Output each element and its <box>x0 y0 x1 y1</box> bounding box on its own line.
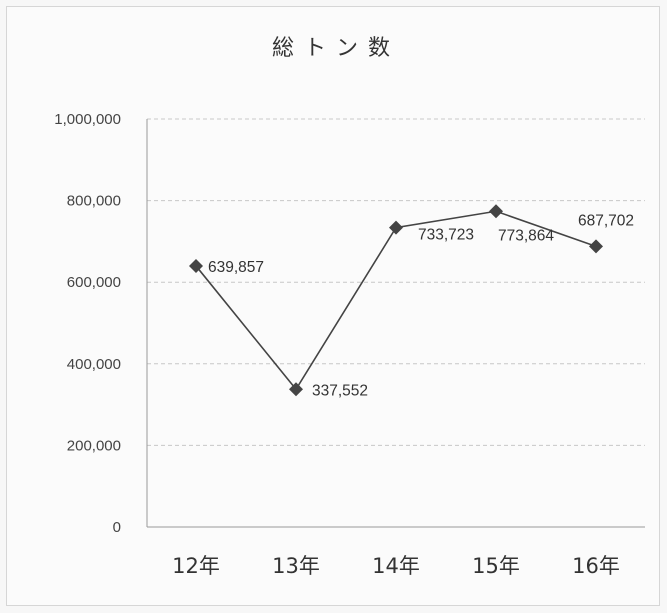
chart-title: 総トン数 <box>272 36 400 61</box>
data-point-marker <box>489 204 503 219</box>
data-label: 733,723 <box>418 227 474 244</box>
axes <box>146 119 645 528</box>
data-labels: 639,857 337,552 733,723 773,864 687,702 <box>208 212 634 399</box>
x-tick-label: 12年 <box>172 554 220 578</box>
data-label: 773,864 <box>498 227 554 244</box>
x-tick-label: 14年 <box>372 554 420 578</box>
y-tick-label: 600,000 <box>67 274 121 291</box>
data-label: 639,857 <box>208 259 264 276</box>
y-tick-labels: 0 200,000 400,000 600,000 800,000 1,000,000 <box>54 111 121 536</box>
y-tick-label: 0 <box>113 519 121 536</box>
x-tick-label: 16年 <box>572 554 620 578</box>
data-point-marker <box>289 382 303 397</box>
series-markers <box>189 204 603 397</box>
data-point-marker <box>589 239 603 254</box>
y-tick-label: 1,000,000 <box>54 111 121 128</box>
x-tick-label: 15年 <box>472 554 520 578</box>
y-tick-label: 400,000 <box>67 356 121 373</box>
y-tick-label: 800,000 <box>67 193 121 210</box>
y-tick-label: 200,000 <box>67 437 121 454</box>
x-tick-label: 13年 <box>272 554 320 578</box>
data-label: 687,702 <box>578 212 634 229</box>
grid-lines <box>147 118 645 446</box>
chart-frame <box>6 6 660 606</box>
data-point-marker <box>189 258 203 273</box>
data-point-marker <box>389 220 403 235</box>
data-label: 337,552 <box>312 382 368 399</box>
x-tick-labels: 12年 13年 14年 15年 16年 <box>172 554 620 578</box>
